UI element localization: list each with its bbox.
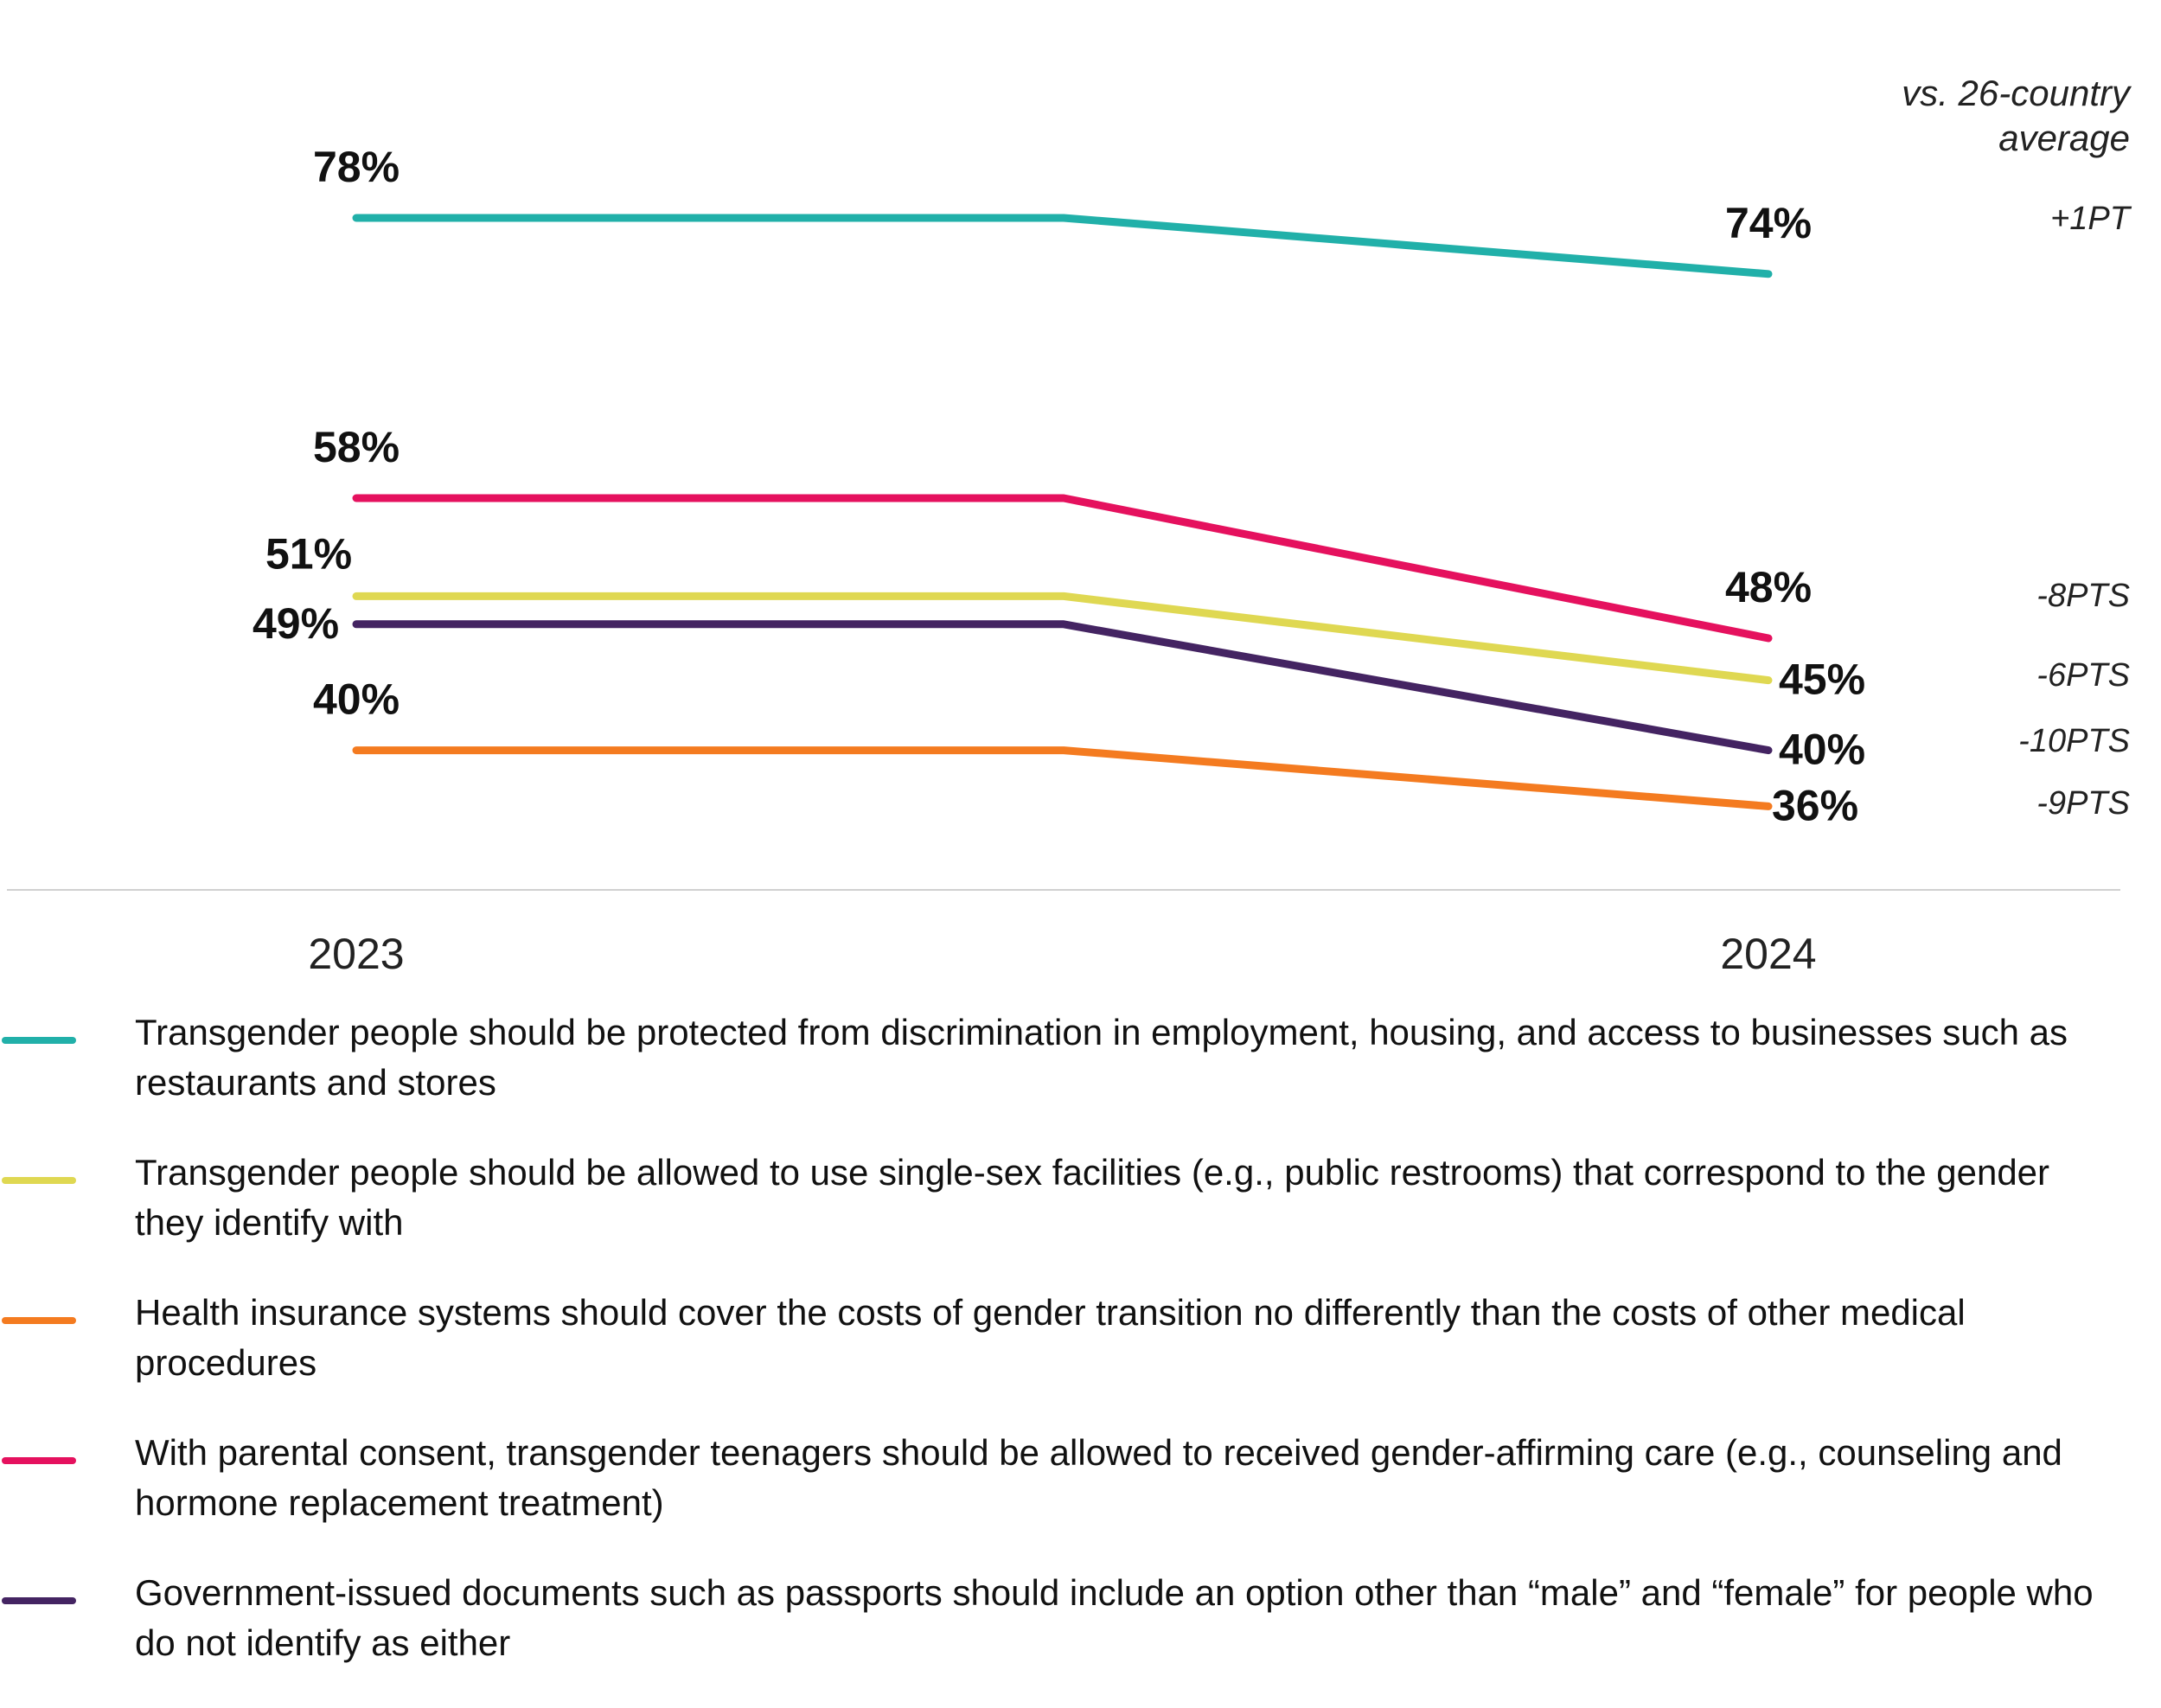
delta-series-0: +1PT [2050, 201, 2130, 237]
data-label-2023: 58% [313, 423, 400, 471]
legend-item: Transgender people should be allowed to … [0, 1148, 2161, 1288]
data-label-2024: 45% [1779, 656, 1865, 704]
legend-label: Transgender people should be allowed to … [135, 1152, 2050, 1243]
x-tick-label: 2023 [308, 930, 404, 978]
series-line [352, 592, 1773, 685]
legend-label: Health insurance systems should cover th… [135, 1292, 1966, 1383]
legend-item: Transgender people should be protected f… [0, 1008, 2161, 1148]
delta-series-2: -9PTS [2036, 785, 2130, 822]
x-tick-label: 2024 [1720, 930, 1816, 978]
legend-label: With parental consent, transgender teena… [135, 1432, 2062, 1523]
series-line [352, 494, 1773, 643]
data-label-2023: 40% [313, 675, 400, 724]
data-label-2024: 40% [1779, 726, 1865, 774]
legend-item: Health insurance systems should cover th… [0, 1288, 2161, 1428]
series-line [352, 214, 1773, 278]
data-label-2023: 51% [265, 529, 352, 578]
comparison-header: vs. 26-country average [1784, 71, 2130, 161]
legend-swatch [2, 1597, 76, 1604]
delta-series-3: -8PTS [2036, 578, 2130, 614]
legend-swatch [2, 1317, 76, 1324]
data-label-2024: 48% [1725, 563, 1812, 611]
legend-swatch [2, 1177, 76, 1184]
comparison-header-line-2: average [1998, 118, 2130, 158]
legend-label: Transgender people should be protected f… [135, 1012, 2068, 1103]
series-line [352, 746, 1773, 810]
legend-swatch [2, 1037, 76, 1044]
legend: Transgender people should be protected f… [0, 1008, 2161, 1708]
data-label-2023: 78% [313, 143, 400, 191]
delta-series-4: -10PTS [2018, 723, 2130, 759]
legend-swatch [2, 1457, 76, 1464]
data-label-2024: 74% [1725, 199, 1812, 247]
data-label-2024: 36% [1772, 781, 1858, 829]
legend-item: With parental consent, transgender teena… [0, 1428, 2161, 1568]
line-chart: 2023 2024 78% 74% 51% 45% 40% 36% 58% 48% 49% 40% [7, 143, 2120, 978]
data-label-2023: 49% [253, 599, 339, 648]
delta-series-1: -6PTS [2036, 657, 2130, 694]
comparison-header-line-1: vs. 26-country [1902, 73, 2130, 113]
legend-label: Government-issued documents such as pass… [135, 1572, 2094, 1663]
series-line [352, 620, 1773, 755]
legend-item: Government-issued documents such as pass… [0, 1568, 2161, 1708]
